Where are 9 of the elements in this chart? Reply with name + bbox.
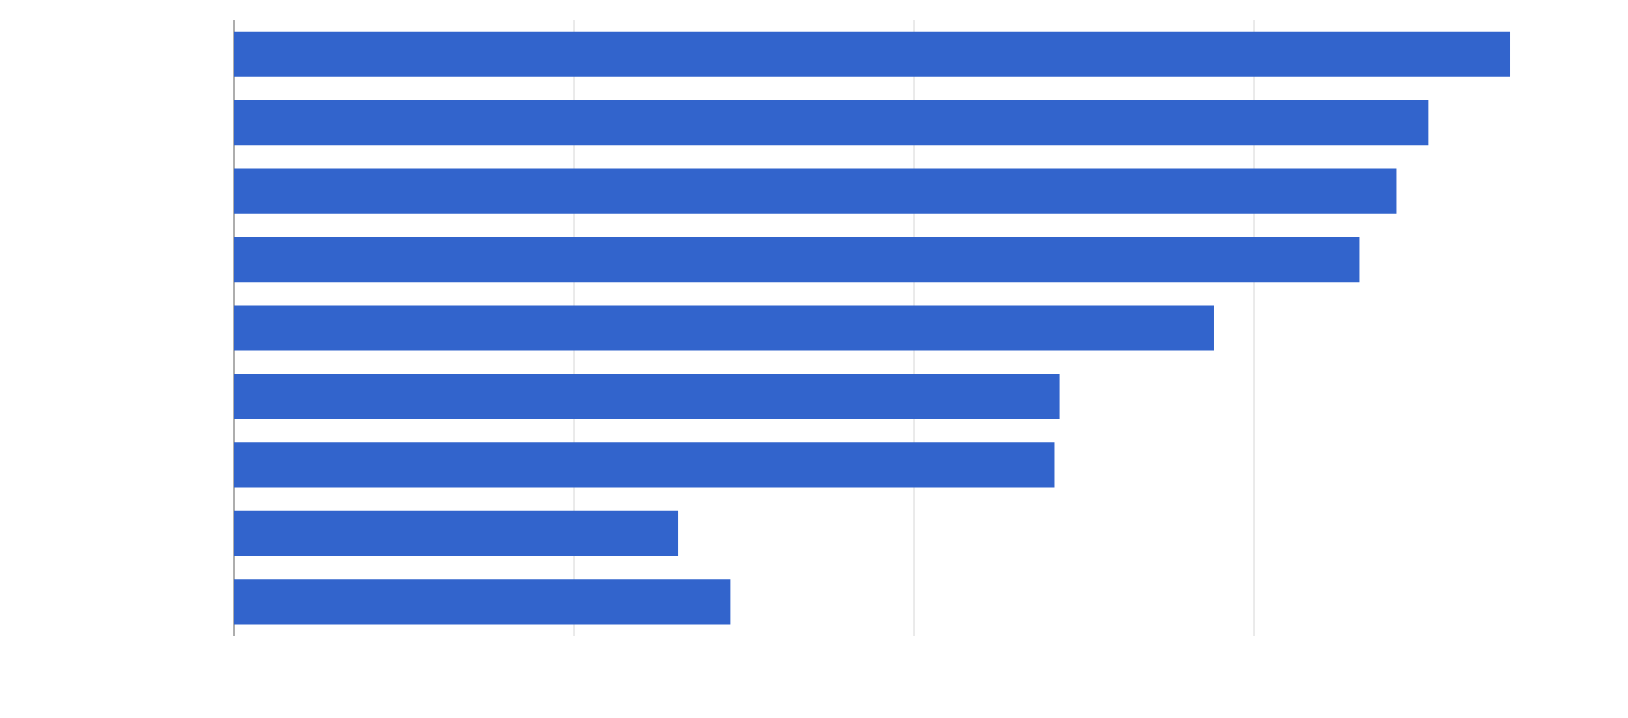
bar [234, 442, 1055, 488]
bar [234, 305, 1214, 351]
bar [234, 168, 1397, 214]
bar [234, 236, 1360, 283]
bar [234, 579, 731, 625]
bar [234, 100, 1429, 146]
bar [234, 510, 679, 556]
bar [234, 373, 1060, 420]
bar [234, 31, 1511, 77]
